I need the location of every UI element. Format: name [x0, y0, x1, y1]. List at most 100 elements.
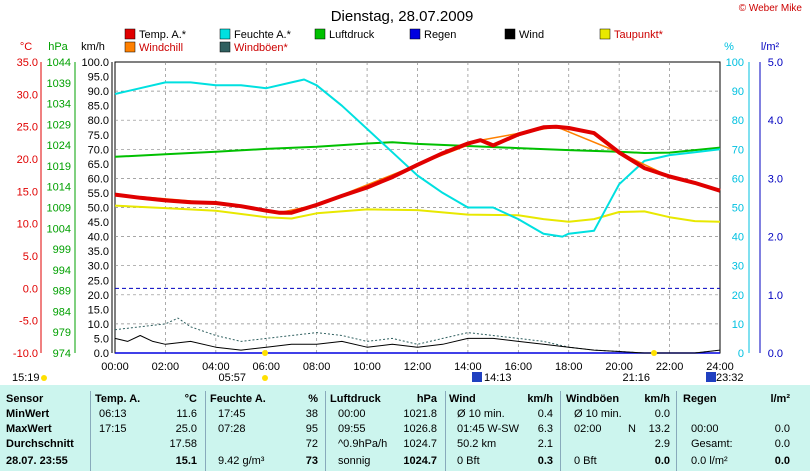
wind-tick-label: 25.0 [88, 275, 109, 287]
wind-tick-label: 95.0 [88, 72, 109, 84]
wind-tick-label: 50.0 [88, 203, 109, 215]
wind-tick-label: 30.0 [88, 261, 109, 273]
pressure-header: Luftdruck [330, 393, 381, 405]
x-tick-label: 04:00 [202, 361, 230, 373]
gusts-row-value: 0.0 [654, 455, 670, 467]
copyright: © Weber Mike [738, 3, 802, 14]
gusts-row-value: 13.2 [648, 423, 670, 435]
humidity-row-value: 38 [305, 408, 318, 420]
humidity-row-value: 95 [305, 423, 318, 435]
rain-tick-label: 4.0 [768, 115, 783, 127]
legend-label: Windböen* [234, 42, 289, 54]
temp-row-time: 17:15 [99, 423, 127, 435]
legend-label: Wind [519, 29, 544, 41]
humidity-header: Feuchte A. [210, 393, 266, 405]
pressure-tick-label: 984 [53, 306, 71, 318]
sun-icon [41, 375, 47, 381]
moon-icon [472, 372, 482, 382]
wind-tick-label: 20.0 [88, 290, 109, 302]
sun-time-label: 14:13 [484, 372, 512, 384]
rain-tick-label: 3.0 [768, 173, 783, 185]
weather-chart: Dienstag, 28.07.2009 Temp. A.* Feuchte A.… [12, 8, 783, 384]
pressure-tick-label: 999 [53, 244, 71, 256]
temp-tick-label: 15.0 [17, 186, 38, 198]
wind-tick-label: 35.0 [88, 246, 109, 258]
gusts-row-value: 0.0 [654, 408, 670, 420]
humidity-row-time: 07:28 [218, 423, 246, 435]
rain-tick-label: 1.0 [768, 290, 783, 302]
rain-row-value: 0.0 [774, 423, 790, 435]
rain-header: Regen [683, 393, 717, 405]
wind-row-value: 2.1 [537, 438, 553, 450]
wind-tick-label: 90.0 [88, 86, 109, 98]
humidity-row-value: 73 [305, 455, 318, 467]
humidity-row-time: 9.42 g/m³ [218, 455, 265, 467]
wind-tick-label: 60.0 [88, 173, 109, 185]
pressure-row-value: 1024.7 [403, 438, 437, 450]
humidity-tick-label: 50 [732, 203, 744, 215]
series-line-taupunkt [114, 204, 721, 223]
wind-tick-label: 55.0 [88, 188, 109, 200]
moon-icon [706, 372, 716, 382]
pressure-row-time: 00:00 [338, 408, 366, 420]
column-separator [445, 391, 446, 471]
pressure-row-time: sonnig [338, 455, 371, 467]
series-line-feuchtea [114, 78, 721, 238]
legend-label: Temp. A.* [139, 29, 187, 41]
wind-row-time: 50.2 km [457, 438, 497, 450]
humidity-tick-label: 30 [732, 261, 744, 273]
legend-label: Regen [424, 29, 456, 41]
wind-row-time: 01:45 [457, 423, 485, 435]
rain-row-time: 0.0 l/m² [691, 455, 728, 467]
temp-header: Temp. A. [95, 393, 141, 405]
wind-row-value: 6.3 [537, 423, 553, 435]
humidity-row-time: 17:45 [218, 408, 246, 420]
x-tick-label: 10:00 [353, 361, 381, 373]
x-tick-label: 06:00 [252, 361, 280, 373]
legend-swatch [124, 28, 136, 40]
legend-swatch [124, 41, 136, 53]
wind-row-value: 0.3 [537, 455, 553, 467]
temp-row-value: 17.58 [169, 438, 197, 450]
wind-tick-label: 100.0 [81, 57, 109, 69]
humidity-tick-label: 20 [732, 290, 744, 302]
wind-axis-label: km/h [81, 41, 105, 53]
pressure-tick-label: 974 [53, 348, 71, 360]
gusts-row-value: 2.9 [654, 438, 670, 450]
legend-swatch [599, 28, 611, 40]
temp-row-value: 15.1 [175, 455, 197, 467]
pressure-tick-label: 1039 [47, 78, 71, 90]
wind-tick-label: 70.0 [88, 144, 109, 156]
gusts-row-time: 02:00 [574, 423, 602, 435]
wind-tick-label: 0.0 [94, 348, 109, 360]
pressure-tick-label: 1009 [47, 203, 71, 215]
humidity-tick-label: 0 [738, 348, 744, 360]
temp-row-value: 11.6 [176, 408, 197, 420]
x-tick-label: 16:00 [505, 361, 533, 373]
temp-tick-label: 25.0 [17, 122, 38, 134]
pressure-tick-label: 1044 [47, 57, 71, 69]
sensor-header: Sensor [6, 393, 44, 405]
rain-row-value: 0.0 [774, 455, 790, 467]
rain-unit: l/m² [770, 393, 790, 405]
chart-legend: Temp. A.* Feuchte A.* Luftdruck Regen Wind Ta… [124, 28, 664, 54]
legend-label: Windchill [139, 42, 183, 54]
pressure-tick-label: 1029 [47, 119, 71, 131]
sensor-row-label: MaxWert [6, 423, 52, 435]
wind-tick-label: 75.0 [88, 130, 109, 142]
pressure-tick-label: 989 [53, 286, 71, 298]
humidity-axis-label: % [724, 41, 734, 53]
legend-swatch [219, 28, 231, 40]
wind-tick-label: 65.0 [88, 159, 109, 171]
temp-row-time: 06:13 [99, 408, 127, 420]
temp-tick-label: 20.0 [17, 154, 38, 166]
rain-tick-label: 5.0 [768, 57, 783, 69]
sun-time-label: 23:32 [716, 372, 744, 384]
humidity-tick-label: 10 [732, 319, 744, 331]
legend-swatch [219, 41, 231, 53]
pressure-tick-label: 1004 [47, 223, 71, 235]
wind-tick-label: 15.0 [88, 304, 109, 316]
legend-swatch [314, 28, 326, 40]
rain-row-time: Gesamt: [691, 438, 733, 450]
temp-axis-label: °C [20, 41, 32, 53]
